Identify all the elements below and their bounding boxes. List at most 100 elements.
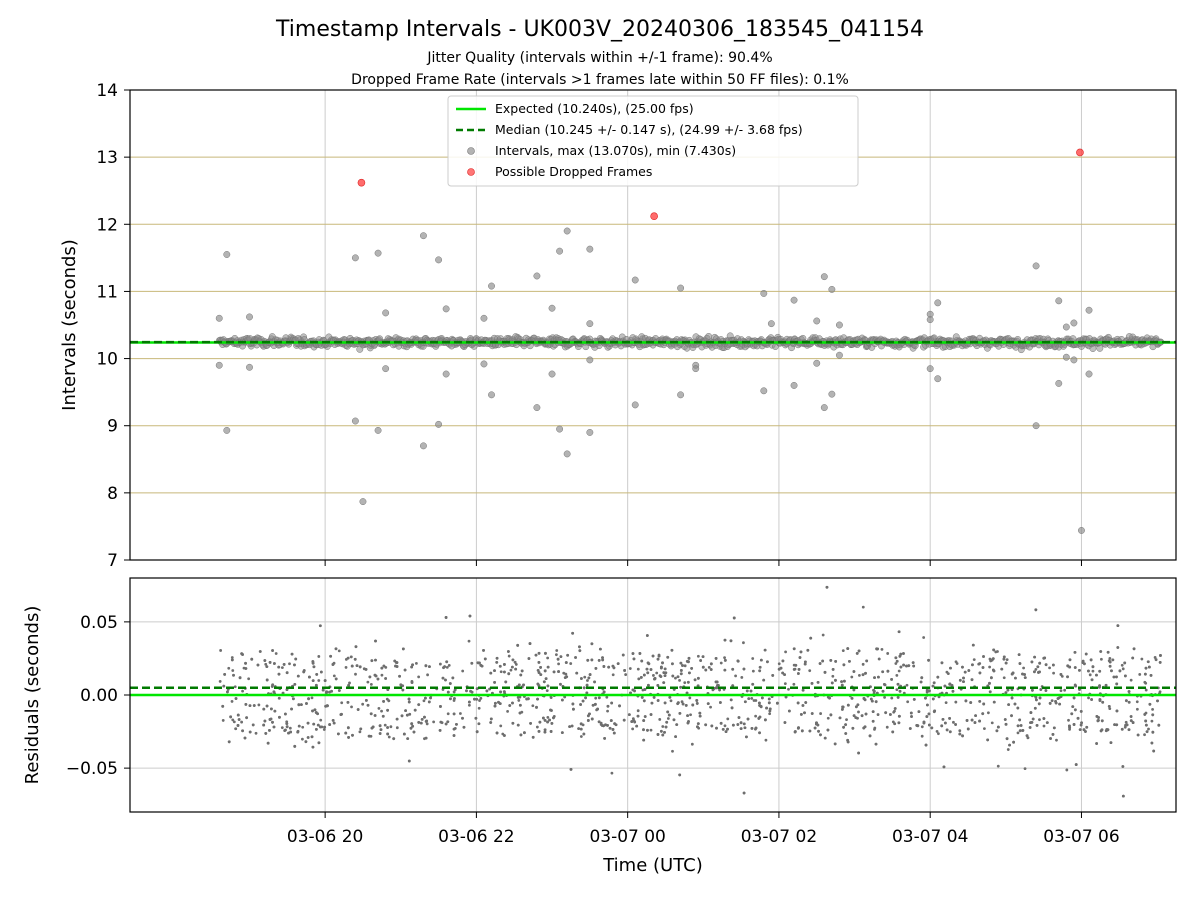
legend-dropped-label: Possible Dropped Frames (495, 164, 652, 179)
interval-outlier-point (767, 320, 775, 328)
residual-point (931, 684, 935, 688)
residual-point (571, 631, 575, 635)
residual-point (380, 666, 384, 670)
residual-point (1079, 723, 1083, 727)
residual-point (1031, 688, 1034, 692)
residual-point (1091, 669, 1095, 673)
residual-point (1157, 723, 1161, 727)
residual-point (473, 697, 476, 701)
residual-point (241, 689, 244, 693)
residual-point (410, 722, 414, 726)
residual-point (919, 680, 923, 684)
residual-point (1129, 678, 1133, 682)
residual-point (306, 721, 310, 725)
residual-point (731, 723, 735, 727)
interval-outlier-point (760, 387, 768, 395)
residual-point (643, 715, 647, 718)
residual-point (291, 697, 295, 701)
residual-point (829, 658, 833, 662)
residual-point (1003, 718, 1007, 721)
residual-point (269, 707, 273, 711)
residual-point (760, 696, 764, 700)
residual-point (444, 678, 447, 682)
residual-point (1025, 734, 1029, 738)
residual-point (287, 731, 290, 735)
residual-point (347, 736, 350, 739)
x-tick-label: 03-07 00 (589, 827, 665, 847)
bottom-panel-frame (129, 577, 1177, 813)
interval-outlier-point (563, 450, 571, 458)
residual-point (715, 686, 719, 690)
residual-point (1087, 669, 1090, 673)
residual-point (663, 731, 666, 734)
residual-point (402, 732, 406, 736)
residual-point (407, 700, 411, 704)
residual-point (1004, 661, 1008, 665)
residual-point (606, 723, 609, 727)
residual-point (578, 649, 582, 653)
residual-point (886, 652, 890, 655)
interval-outlier-point (374, 249, 382, 257)
residual-point (380, 709, 383, 713)
residual-point (370, 726, 374, 730)
residual-point (1144, 719, 1148, 723)
residual-point (514, 663, 518, 666)
residual-point (265, 665, 269, 669)
residual-point (262, 707, 266, 711)
interval-outlier-point (835, 321, 843, 329)
dropped-frame-point (1076, 148, 1084, 157)
residual-point (1042, 717, 1046, 720)
residual-point (810, 712, 814, 715)
residual-point (447, 663, 451, 667)
residual-point (990, 721, 994, 725)
residual-point (737, 716, 741, 719)
residual-point (667, 713, 671, 717)
residual-point (507, 654, 511, 658)
residual-point (479, 696, 483, 700)
residual-point (477, 706, 481, 710)
residual-point (723, 658, 727, 662)
residual-point (801, 688, 805, 692)
residual-point (572, 707, 575, 711)
residual-point (1129, 719, 1133, 723)
residual-point (679, 685, 683, 689)
residual-point (954, 700, 958, 704)
residual-point (251, 723, 255, 727)
residual-point (346, 656, 350, 660)
residual-point (799, 712, 803, 716)
residual-point (354, 645, 358, 649)
residual-point (817, 729, 820, 733)
residual-point (405, 713, 409, 717)
residual-point (444, 616, 448, 619)
residual-point (943, 684, 947, 688)
residual-point (282, 663, 286, 666)
residual-point (393, 659, 397, 663)
residual-point (801, 704, 805, 707)
residual-point (493, 701, 497, 705)
residual-point (596, 707, 599, 711)
residual-point (412, 730, 416, 734)
residual-point (1116, 646, 1120, 649)
residual-point (688, 696, 692, 700)
residual-point (759, 658, 763, 662)
residual-point (758, 701, 761, 705)
residual-point (519, 733, 523, 737)
residual-point (751, 657, 755, 660)
residual-point (1144, 688, 1148, 692)
residual-point (757, 717, 761, 720)
interval-outlier-point (442, 305, 450, 313)
residual-point (452, 734, 456, 737)
residual-point (241, 729, 244, 733)
residual-point (739, 727, 743, 731)
interval-outlier-point (926, 365, 934, 373)
residual-point (1042, 656, 1046, 660)
residual-point (783, 673, 786, 677)
residual-point (506, 650, 510, 653)
residual-point (1038, 718, 1041, 722)
residual-point (818, 662, 822, 665)
residual-point (883, 695, 886, 699)
residual-point (559, 682, 562, 686)
residual-point (631, 652, 635, 655)
residual-point (610, 771, 614, 775)
residual-point (1085, 725, 1089, 729)
